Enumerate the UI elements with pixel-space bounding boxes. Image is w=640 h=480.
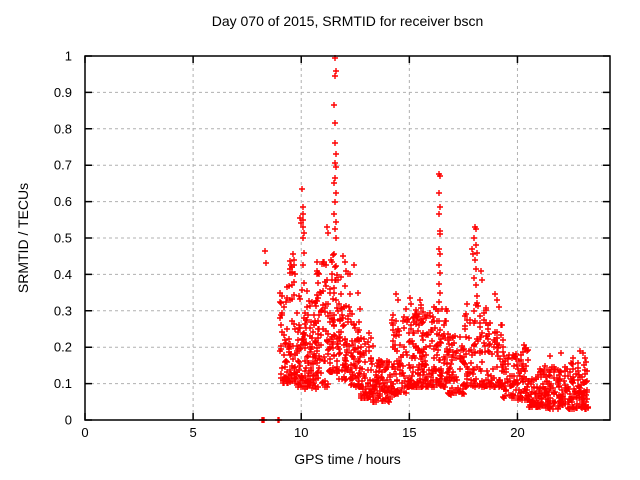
x-tick-label: 10 xyxy=(294,425,308,440)
y-tick-label: 0.1 xyxy=(54,376,72,391)
y-tick-label: 1 xyxy=(65,49,72,64)
y-tick-label: 0.8 xyxy=(54,121,72,136)
y-tick-label: 0.4 xyxy=(54,267,72,282)
y-tick-label: 0.5 xyxy=(54,231,72,246)
y-tick-label: 0.3 xyxy=(54,303,72,318)
axis-tick-marks xyxy=(84,55,610,421)
y-tick-label: 0.6 xyxy=(54,194,72,209)
x-tick-label: 0 xyxy=(81,425,88,440)
y-tick-label: 0.9 xyxy=(54,85,72,100)
y-tick-label: 0 xyxy=(65,413,72,428)
x-axis-title: GPS time / hours xyxy=(294,451,401,467)
x-tick-label: 5 xyxy=(189,425,196,440)
chart-title: Day 070 of 2015, SRMTID for receiver bsc… xyxy=(211,13,484,29)
y-tick-label: 0.2 xyxy=(54,340,72,355)
x-tick-label: 15 xyxy=(402,425,416,440)
scatter-points xyxy=(259,55,591,423)
x-tick-label: 20 xyxy=(510,425,524,440)
y-tick-label: 0.7 xyxy=(54,158,72,173)
